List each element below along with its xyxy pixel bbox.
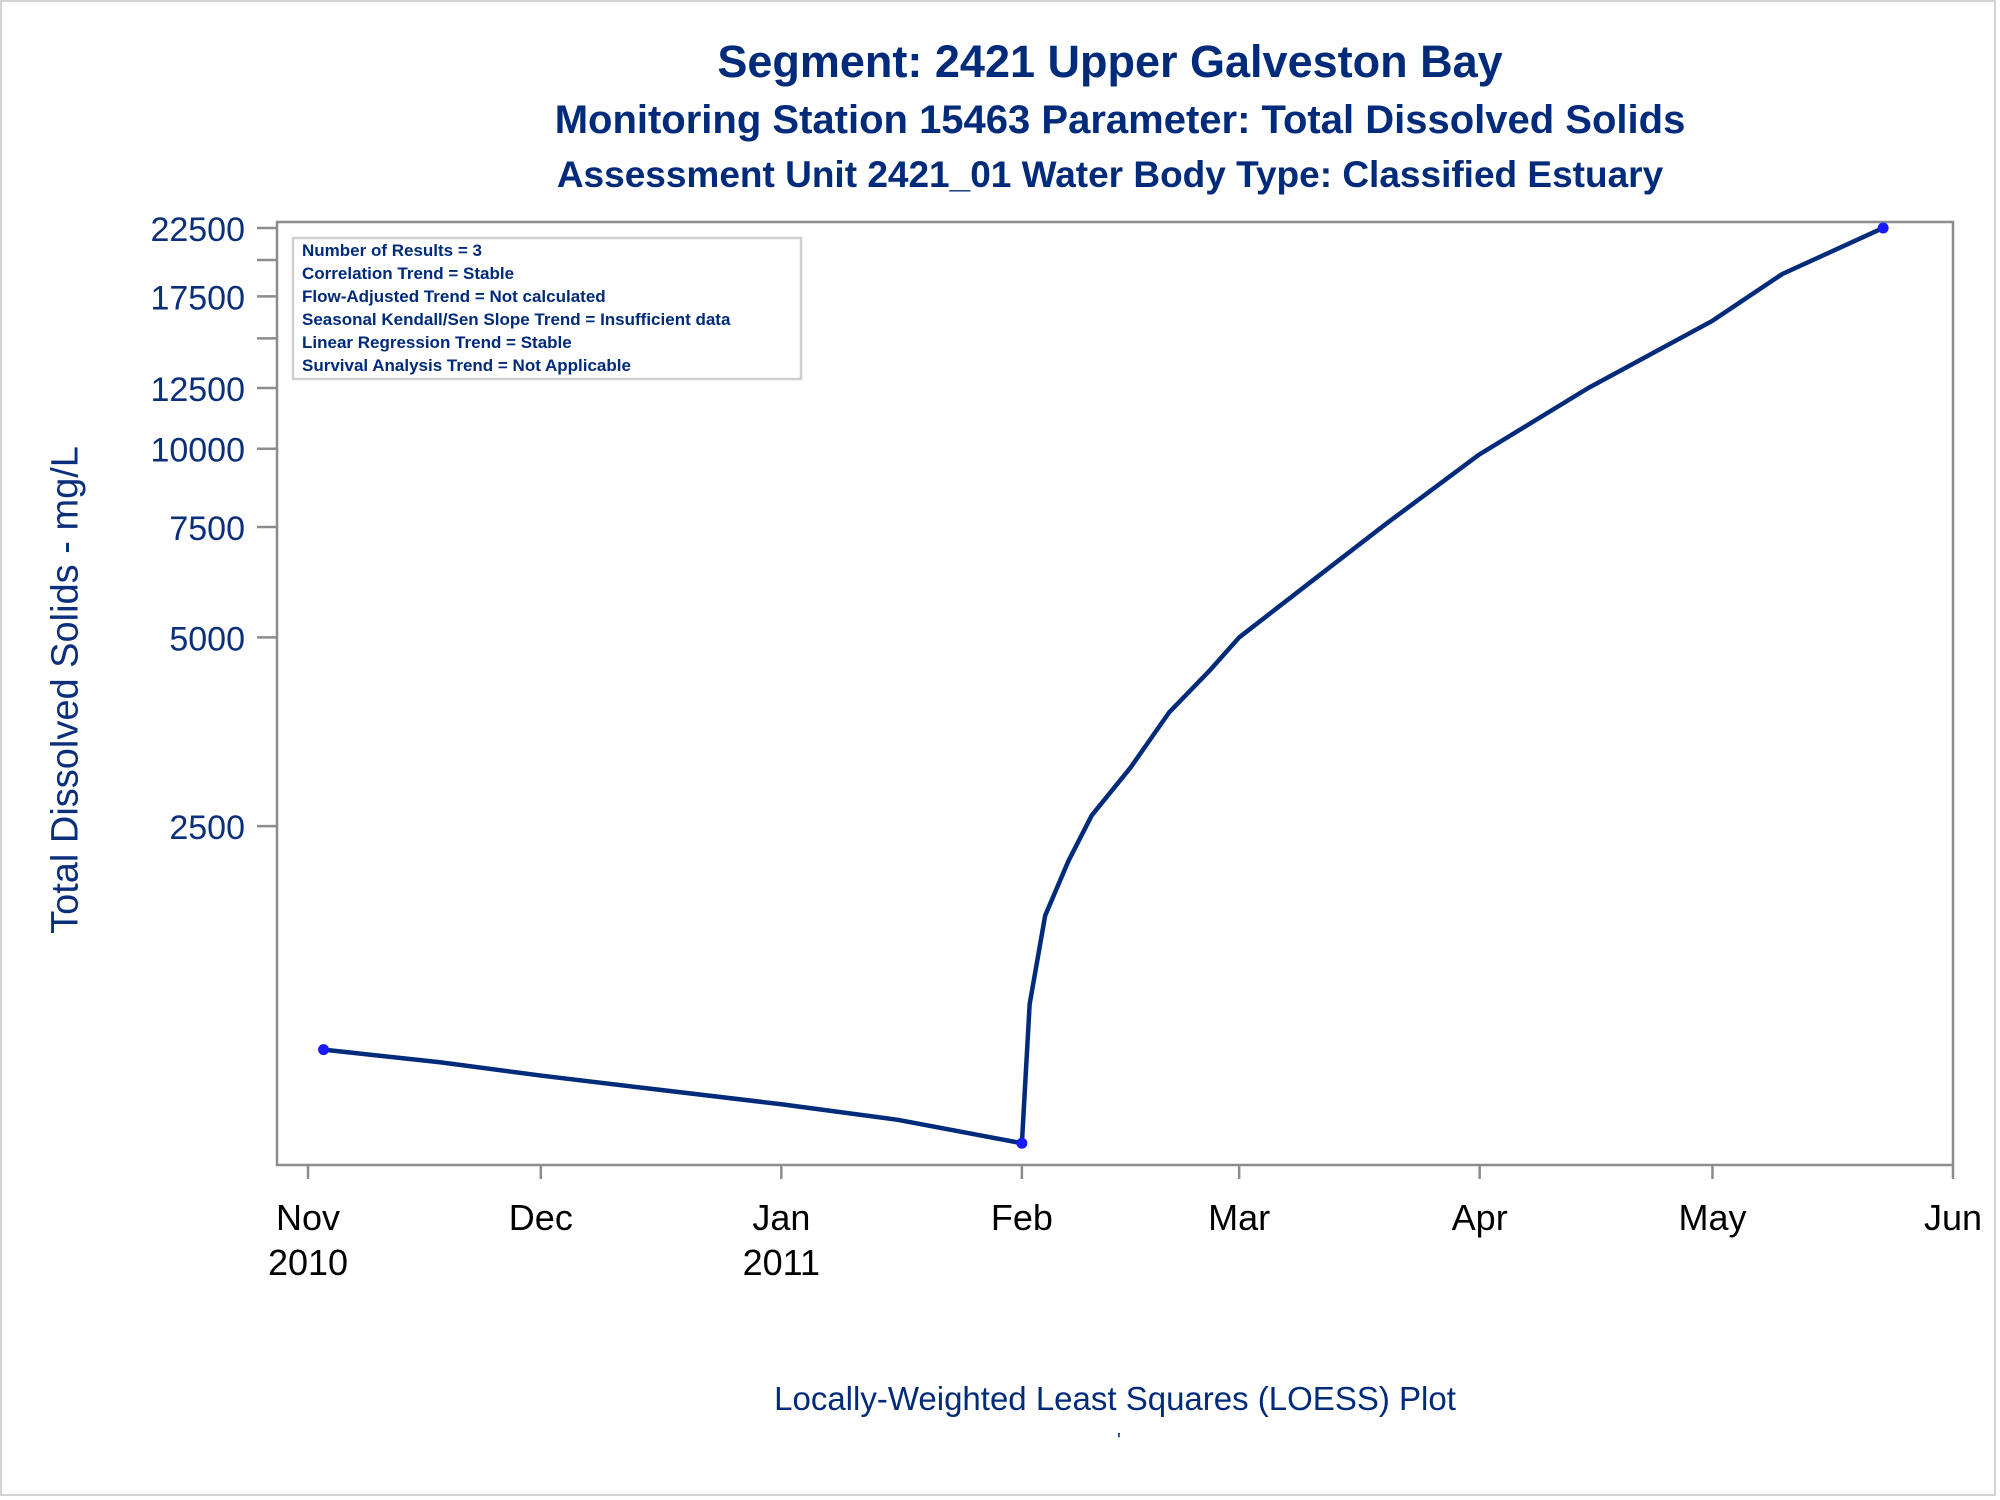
chart-title: Segment: 2421 Upper Galveston Bay [717,36,1503,87]
data-point [318,1044,330,1056]
y-tick-label: 12500 [150,371,245,409]
stats-box-line: Linear Regression Trend = Stable [302,333,572,352]
stats-box-line: Correlation Trend = Stable [302,264,515,283]
x-tick-label: May [1678,1197,1746,1238]
stats-box-line: Number of Results = 3 [302,241,482,260]
y-tick-label: 22500 [150,211,245,249]
y-tick-label: 7500 [169,510,245,548]
chart-subtitle-2: Assessment Unit 2421_01 Water Body Type:… [556,154,1664,195]
stats-box-line: Seasonal Kendall/Sen Slope Trend = Insuf… [302,310,731,329]
footnote: Locally-Weighted Least Squares (LOESS) P… [774,1380,1456,1417]
footnote-mark: ' [1117,1430,1121,1452]
x-tick-label: Feb [991,1197,1053,1238]
x-tick-label: Mar [1208,1197,1270,1238]
chart-subtitle: Monitoring Station 15463 Parameter: Tota… [554,98,1686,142]
y-tick-label: 2500 [169,809,245,847]
plot-area-border [275,220,1955,1167]
loess-line [321,225,1886,1146]
stats-box-line: Survival Analysis Trend = Not Applicable [302,356,631,375]
stats-box-line: Flow-Adjusted Trend = Not calculated [302,287,606,306]
x-tick-year-label: 2010 [268,1242,348,1283]
x-tick-label: Apr [1452,1197,1508,1238]
data-point [1016,1137,1028,1149]
y-tick-label: 17500 [150,279,245,317]
stats-box-border [291,236,803,381]
x-tick-label: Dec [509,1197,573,1238]
x-tick-label: Nov [276,1197,340,1238]
y-tick-label: 10000 [150,432,245,470]
x-tick-label: Jun [1924,1197,1982,1238]
y-tick-label: 5000 [169,620,245,658]
x-tick-year-label: 2011 [743,1242,820,1283]
y-axis-label: Total Dissolved Solids - mg/L [44,446,87,934]
x-tick-label: Jan [752,1197,810,1238]
data-point [1877,222,1889,234]
